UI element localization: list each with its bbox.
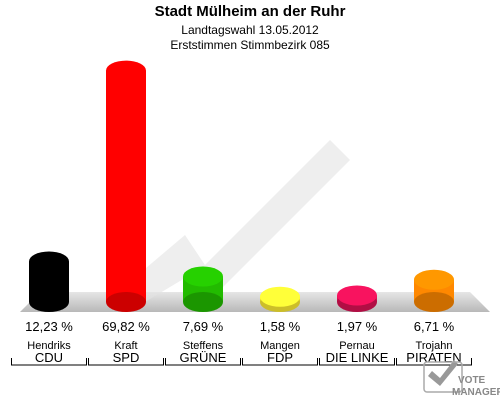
value-label: 1,97 % <box>337 319 378 334</box>
bar-base <box>183 292 223 312</box>
category-bracket <box>396 358 472 366</box>
bar-top <box>29 251 69 272</box>
bar-top <box>260 286 300 307</box>
bar-body <box>106 70 146 302</box>
chart-subtitle-election: Landtagswahl 13.05.2012 <box>181 23 319 37</box>
vote-manager-logo: VOTE MANAGER <box>423 360 500 398</box>
category-bracket <box>165 358 241 366</box>
value-label: 1,58 % <box>260 319 301 334</box>
bar-top <box>183 266 223 287</box>
bar-die-linke <box>337 285 377 312</box>
bar-base <box>106 292 146 312</box>
logo-check-icon <box>428 360 458 386</box>
value-label: 12,23 % <box>25 319 73 334</box>
candidate-label: Pernau <box>339 340 374 352</box>
category-bracket <box>11 358 87 366</box>
category-label: GRÜNE <box>180 350 227 365</box>
value-label: 7,69 % <box>183 319 224 334</box>
bar-base <box>414 292 454 312</box>
category-bracket <box>242 358 318 366</box>
candidate-label: Kraft <box>114 340 137 352</box>
category-label: FDP <box>267 350 293 365</box>
logo-line1: VOTE <box>458 375 486 386</box>
bar-piraten <box>414 269 454 312</box>
chart-title: Stadt Mülheim an der Ruhr <box>154 3 346 20</box>
bar-spd <box>106 60 146 312</box>
category-label: SPD <box>113 350 140 365</box>
category-label: CDU <box>35 350 63 365</box>
candidate-label: Hendriks <box>27 340 71 352</box>
category-bracket <box>88 358 164 366</box>
bar-top <box>106 60 146 81</box>
check-watermark-icon <box>120 140 350 305</box>
bar-top <box>337 285 377 306</box>
category-label: DIE LINKE <box>326 350 389 365</box>
value-label: 69,82 % <box>102 319 150 334</box>
value-label: 6,71 % <box>414 319 455 334</box>
category-bracket <box>319 358 395 366</box>
bars-group <box>29 60 454 312</box>
bar-fdp <box>260 286 300 312</box>
candidate-label: Mangen <box>260 340 300 352</box>
bar-cdu <box>29 251 69 312</box>
bar-grüne <box>183 266 223 312</box>
bar-base <box>29 292 69 312</box>
bar-top <box>414 269 454 290</box>
chart-subtitle-district: Erststimmen Stimmbezirk 085 <box>170 38 330 52</box>
logo-line2: MANAGER <box>452 387 500 398</box>
candidate-label: Steffens <box>183 340 224 352</box>
candidate-label: Trojahn <box>416 340 453 352</box>
